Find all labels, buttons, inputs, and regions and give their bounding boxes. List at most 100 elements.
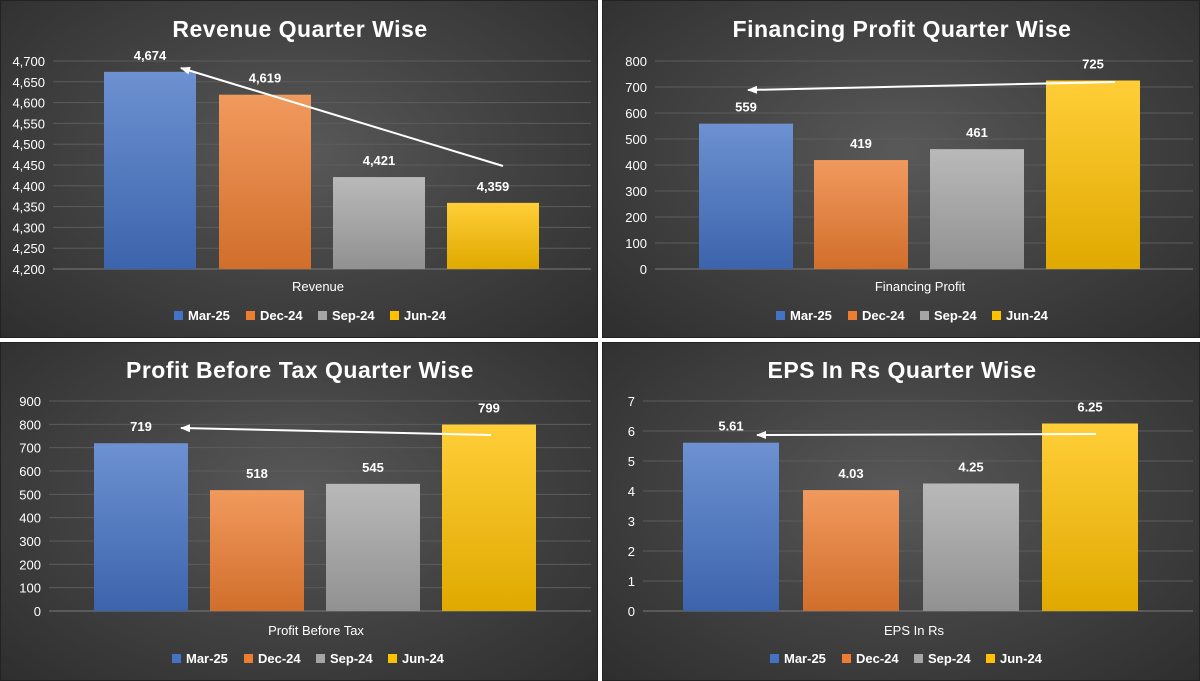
financing-profit-chart-panel: Financing Profit Quarter Wise 0 100 200 300 4… [602,0,1200,338]
legend-label-jun-24: Jun-24 [404,308,447,323]
legend-swatch-mar-25 [172,654,181,663]
y-tick-label: 0 [640,262,647,277]
trend-arrow [747,81,1116,94]
revenue-chart-svg: Revenue Quarter Wise 4,200 4,250 4,300 4,350… [12,16,591,323]
bar-mar-25 [683,442,779,611]
y-tick-label: 1 [628,574,635,589]
profit-before-tax-chart-title: Profit Before Tax Quarter Wise [126,357,474,383]
trend-arrow [180,66,504,167]
y-tick-label: 0 [34,604,41,619]
bar-sep-24 [923,483,1019,611]
legend-label-dec-24: Dec-24 [260,308,303,323]
legend-label-mar-25: Mar-25 [188,308,230,323]
y-tick-label: 5 [628,454,635,469]
legend-label-jun-24: Jun-24 [402,651,445,666]
bar-mar-25 [104,71,196,269]
legend-label-mar-25: Mar-25 [186,651,228,666]
y-tick-label: 500 [19,487,41,502]
data-label-mar-25: 719 [130,419,152,434]
bar-mar-25 [699,123,793,269]
x-category-label: EPS In Rs [884,623,944,638]
trend-arrow [180,424,492,436]
y-tick-label: 2 [628,544,635,559]
y-tick-label: 900 [19,394,41,409]
data-label-sep-24: 4.25 [958,460,983,475]
bar-sep-24 [930,149,1024,269]
x-category-label: Profit Before Tax [268,623,364,638]
profit-before-tax-chart-svg: Profit Before Tax Quarter Wise 0 100 200 300… [19,357,591,666]
bar-dec-24 [210,490,304,611]
bar-jun-24 [1042,423,1138,611]
y-tick-label: 600 [625,106,647,121]
y-tick-label: 700 [19,441,41,456]
trend-arrow [756,430,1097,439]
y-tick-label: 4,450 [12,158,45,173]
bar-jun-24 [442,424,536,611]
bar-dec-24 [219,94,311,269]
data-label-mar-25: 4,674 [134,48,167,63]
legend-swatch-mar-25 [770,654,779,663]
y-tick-label: 600 [19,464,41,479]
legend-swatch-jun-24 [986,654,995,663]
y-tick-label: 400 [19,511,41,526]
bar-jun-24 [1046,80,1140,269]
revenue-chart-title: Revenue Quarter Wise [172,16,427,42]
y-tick-label: 700 [625,80,647,95]
legend-swatch-sep-24 [920,311,929,320]
eps-chart-title: EPS In Rs Quarter Wise [768,357,1037,383]
y-tick-label: 4,350 [12,200,45,215]
y-tick-label: 300 [625,184,647,199]
data-label-jun-24: 6.25 [1077,400,1102,415]
legend-label-sep-24: Sep-24 [928,651,971,666]
legend-label-jun-24: Jun-24 [1006,308,1049,323]
y-tick-label: 6 [628,424,635,439]
bar-sep-24 [326,483,420,611]
y-tick-label: 4,700 [12,54,45,69]
legend-swatch-mar-25 [174,311,183,320]
legend-swatch-jun-24 [390,311,399,320]
y-tick-label: 500 [625,132,647,147]
legend-label-mar-25: Mar-25 [790,308,832,323]
legend-label-sep-24: Sep-24 [332,308,375,323]
y-tick-label: 4,650 [12,75,45,90]
data-label-sep-24: 4,421 [363,153,396,168]
legend-label-dec-24: Dec-24 [862,308,905,323]
data-label-mar-25: 5.61 [718,419,743,434]
data-label-dec-24: 4,619 [249,71,282,86]
bar-mar-25 [94,443,188,611]
data-label-jun-24: 799 [478,401,500,416]
y-tick-label: 100 [625,236,647,251]
financing-profit-chart-svg: Financing Profit Quarter Wise 0 100 200 300 4… [625,16,1193,323]
data-label-dec-24: 419 [850,136,872,151]
legend-label-dec-24: Dec-24 [856,651,899,666]
y-tick-label: 7 [628,394,635,409]
data-label-jun-24: 4,359 [477,179,510,194]
data-label-dec-24: 4.03 [838,466,863,481]
bar-jun-24 [447,202,539,269]
y-tick-label: 4 [628,484,635,499]
data-label-dec-24: 518 [246,466,268,481]
y-tick-label: 4,600 [12,96,45,111]
financing-profit-chart-title: Financing Profit Quarter Wise [733,16,1072,42]
y-tick-label: 800 [19,417,41,432]
bar-dec-24 [814,160,908,269]
legend-label-sep-24: Sep-24 [330,651,373,666]
revenue-chart-panel: Revenue Quarter Wise 4,200 4,250 4,300 4,350… [0,0,598,338]
x-category-label: Revenue [292,279,344,294]
y-tick-label: 4,200 [12,262,45,277]
y-tick-label: 300 [19,534,41,549]
legend-label-sep-24: Sep-24 [934,308,977,323]
y-tick-label: 4,400 [12,179,45,194]
y-tick-label: 4,550 [12,116,45,131]
legend-swatch-dec-24 [244,654,253,663]
y-tick-label: 800 [625,54,647,69]
legend-label-mar-25: Mar-25 [784,651,826,666]
y-tick-label: 0 [628,604,635,619]
legend-swatch-dec-24 [246,311,255,320]
legend-label-dec-24: Dec-24 [258,651,301,666]
y-tick-label: 200 [625,210,647,225]
y-tick-label: 400 [625,158,647,173]
bar-dec-24 [803,490,899,611]
profit-before-tax-chart-panel: Profit Before Tax Quarter Wise 0 100 200 300… [0,342,598,681]
data-label-mar-25: 559 [735,100,757,115]
